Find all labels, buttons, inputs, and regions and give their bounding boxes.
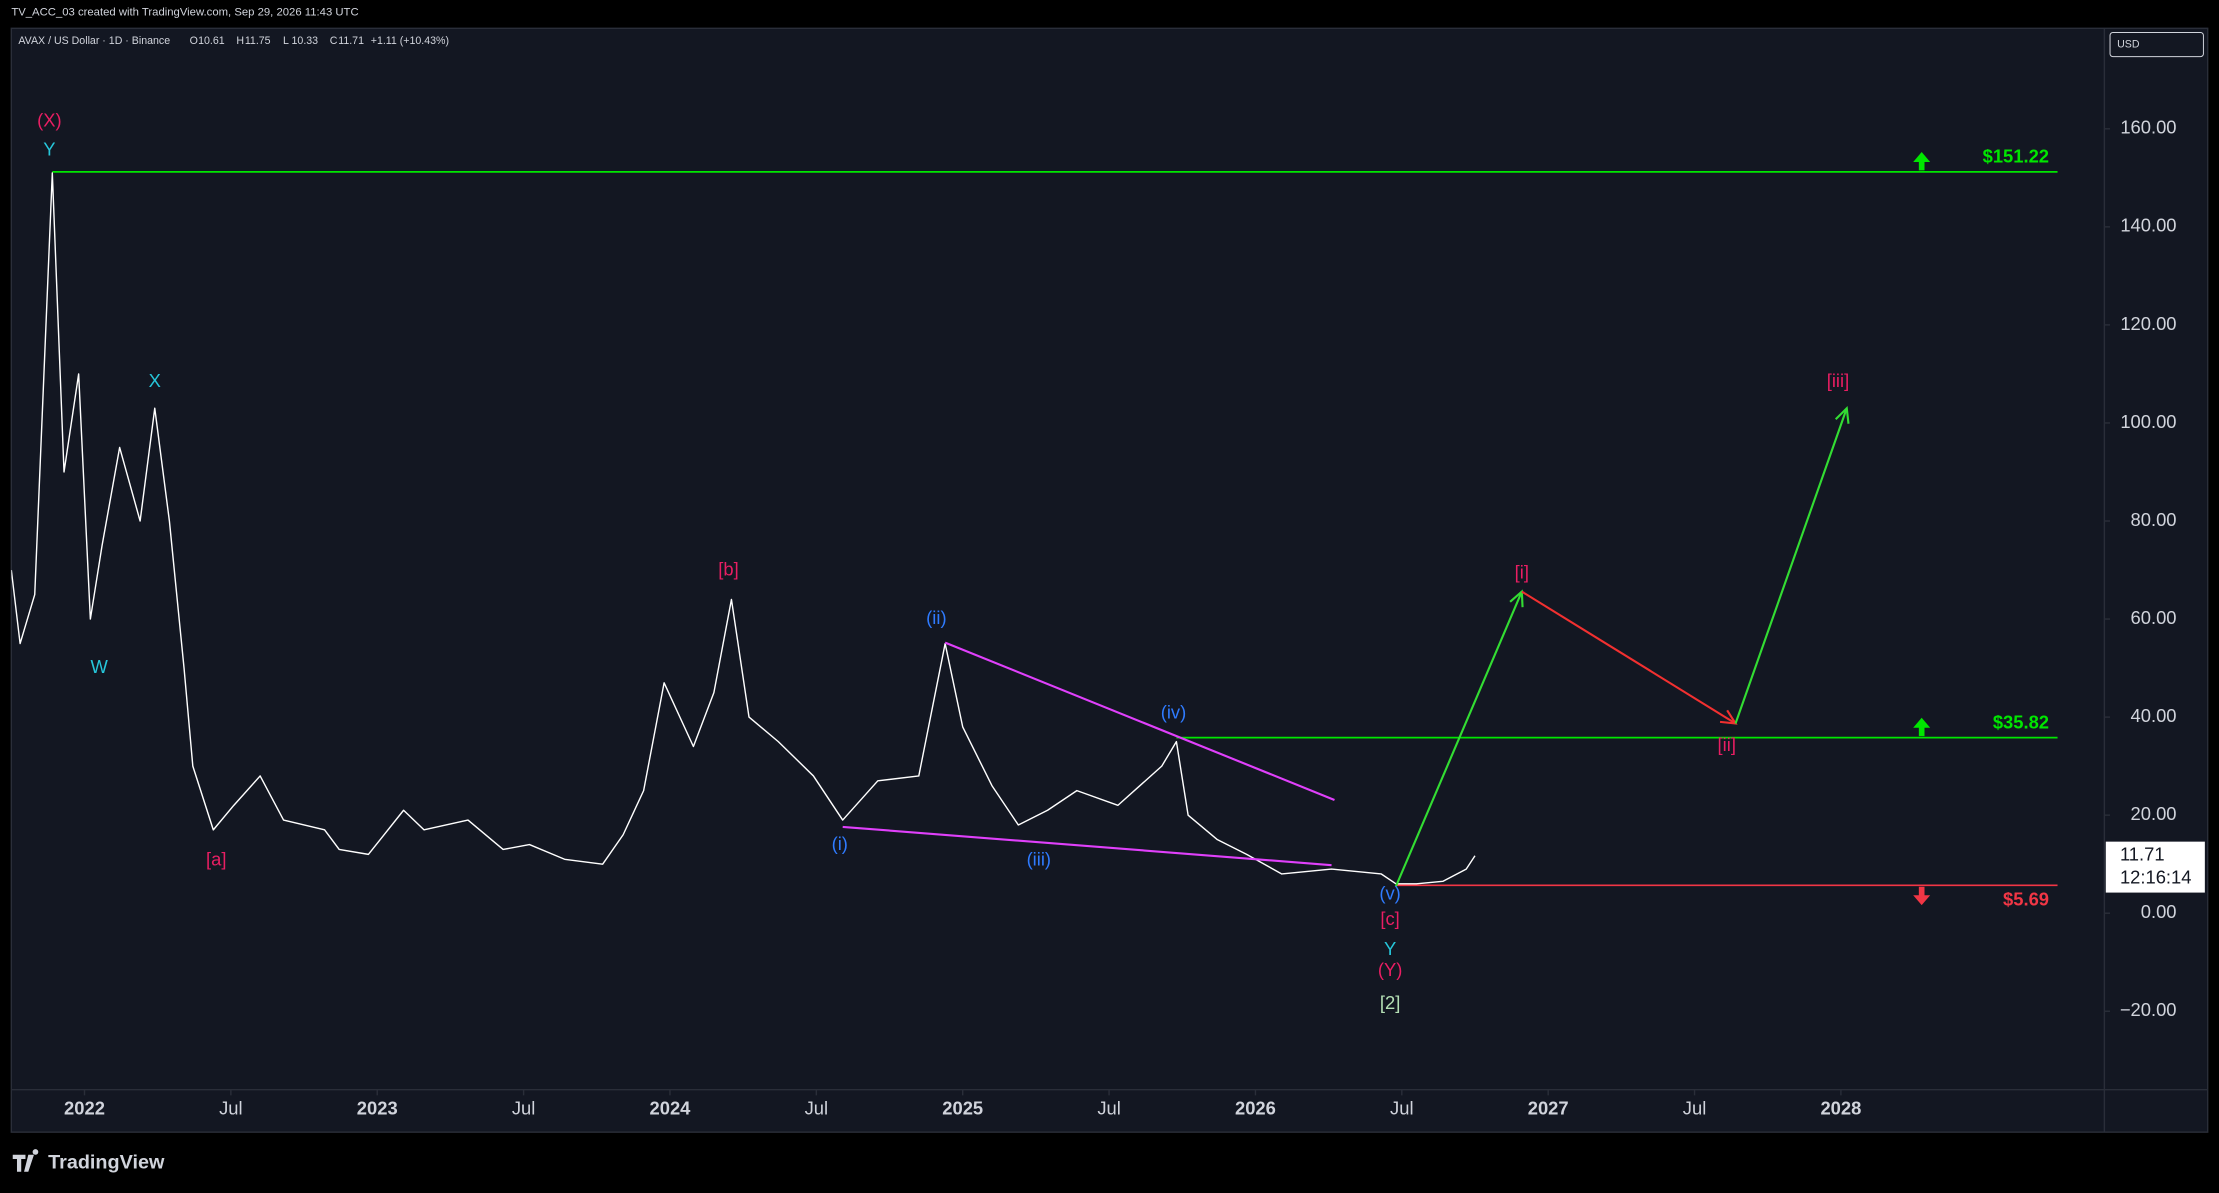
wave-line: [944, 641, 1335, 801]
ohlc-label: O: [190, 35, 198, 47]
x-tick-label: 2028: [1820, 1097, 1861, 1118]
wave-arrowhead: [1834, 405, 1850, 424]
price-line: [11, 172, 1476, 885]
currency[interactable]: USD: [2117, 38, 2140, 50]
y-tick-label: 120.00: [2120, 313, 2176, 334]
y-tick-label: 60.00: [2131, 607, 2177, 628]
wave-label: [i]: [1515, 561, 1529, 582]
wave-line: [1734, 407, 1848, 724]
wave-label: (i): [832, 833, 848, 854]
wave-label: (v): [1379, 882, 1400, 903]
x-tick-label: 2022: [64, 1097, 105, 1118]
wave-label: (iii): [1027, 849, 1052, 870]
level-label: $35.82: [1993, 711, 2049, 732]
y-tick-label: 80.00: [2131, 509, 2177, 530]
y-tick-label: −20.00: [2120, 999, 2177, 1020]
brand: TradingView: [48, 1152, 165, 1174]
y-tick-label: 40.00: [2131, 705, 2177, 726]
ohlc-value: 10.61: [198, 35, 225, 47]
ohlc-value: 11.75: [245, 35, 271, 47]
wave-label: W: [90, 656, 108, 677]
change: +1.11 (+10.43%): [371, 35, 449, 47]
level-label: $151.22: [1983, 146, 2049, 167]
x-tick-label: 2024: [650, 1097, 692, 1118]
wave-label: (ii): [926, 607, 946, 628]
last-price-tag: [2105, 841, 2205, 893]
wave-label: [c]: [1380, 908, 1399, 929]
wave-label: [2]: [1380, 992, 1400, 1013]
level-arrow: [1913, 886, 1931, 906]
x-tick-label: 2027: [1528, 1097, 1569, 1118]
y-tick-label: 140.00: [2120, 215, 2176, 236]
wave-label: Y: [1384, 938, 1396, 959]
ohlc-label: C: [330, 35, 338, 47]
ohlc-value: 11.71: [338, 35, 364, 47]
ohlc-label: H: [236, 35, 244, 47]
wave-label: (Y): [1378, 959, 1403, 980]
y-tick-label: 0.00: [2141, 901, 2177, 922]
plot: (X)YXW[a][b](i)(ii)(iii)(iv)(v)[c]Y(Y)[2…: [11, 109, 2058, 1013]
y-tick-label: 20.00: [2131, 803, 2177, 824]
wave-label: Y: [43, 139, 55, 160]
x-tick-label: Jul: [1097, 1097, 1120, 1118]
wave-label: (X): [37, 109, 62, 130]
x-tick-label: Jul: [1390, 1097, 1414, 1118]
x-tick-label: 2025: [942, 1097, 983, 1118]
wave-label: [iii]: [1827, 370, 1849, 391]
wave-label: [b]: [718, 558, 738, 579]
symbol: AVAX / US Dollar · 1D · Binance: [18, 35, 170, 47]
wave-line: [1521, 590, 1737, 725]
currency-box[interactable]: [2109, 32, 2204, 58]
x-tick-label: 2023: [357, 1097, 398, 1118]
y-tick-label: 160.00: [2120, 117, 2176, 138]
credit: TV_ACC_03 created with TradingView.com, …: [11, 7, 358, 19]
wave-line: [1394, 591, 1523, 887]
x-tick-label: Jul: [219, 1097, 243, 1118]
wave-label: [a]: [206, 849, 226, 870]
level-arrow: [1913, 717, 1931, 737]
brand-logo: [12, 1149, 39, 1172]
wave-label: X: [149, 370, 161, 391]
level-label: $5.69: [2003, 889, 2049, 910]
last-price: 11.71: [2120, 844, 2165, 865]
ohlc-label: L: [283, 35, 289, 47]
wave-label: [ii]: [1718, 734, 1736, 755]
x-tick-label: Jul: [512, 1097, 535, 1118]
countdown: 12:16:14: [2120, 866, 2192, 887]
level-arrow: [1913, 152, 1931, 171]
x-tick-label: Jul: [805, 1097, 828, 1118]
wave-arrowhead: [1509, 589, 1524, 608]
chart-frame: [10, 27, 2209, 1133]
wave-label: (iv): [1161, 702, 1187, 723]
x-tick-label: 2026: [1235, 1097, 1276, 1118]
x-tick-label: Jul: [1683, 1097, 1707, 1118]
wave-line: [842, 825, 1332, 867]
ohlc-value: 10.33: [292, 35, 319, 47]
y-tick-label: 100.00: [2120, 411, 2176, 432]
wave-arrowhead: [1719, 709, 1738, 725]
